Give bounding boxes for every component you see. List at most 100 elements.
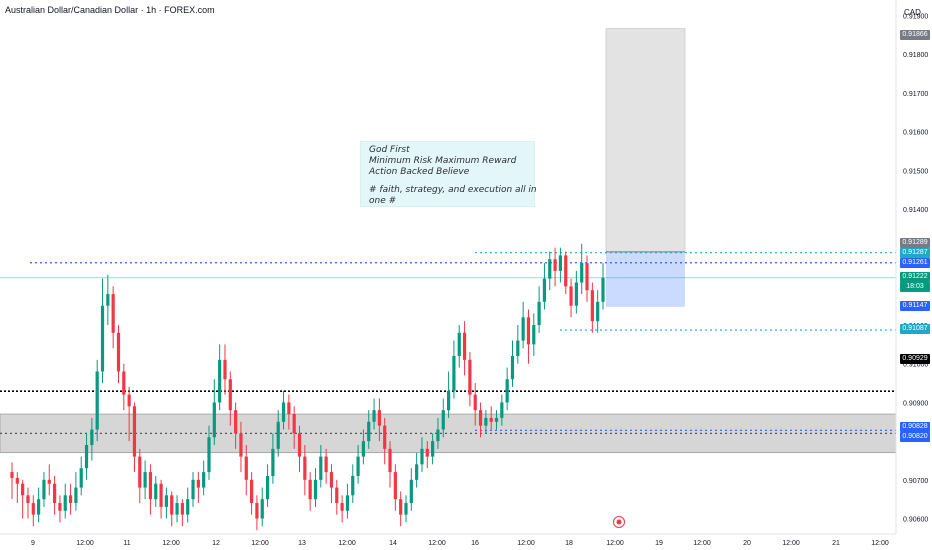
candle — [494, 410, 499, 430]
candle-body — [180, 503, 184, 515]
candle — [90, 417, 94, 461]
candle-body — [441, 410, 445, 430]
candle — [218, 344, 222, 411]
candle-body — [361, 441, 366, 457]
candle — [260, 487, 264, 527]
candle-body — [52, 483, 57, 504]
candle-body — [249, 479, 254, 504]
candle-body — [452, 356, 456, 391]
x-tick-label: 9 — [31, 540, 35, 547]
candle — [116, 325, 121, 384]
candle — [510, 340, 515, 387]
y-tick-label: 0.91800 — [903, 52, 928, 59]
price-tag: 0.91287 — [900, 248, 930, 258]
candle — [436, 417, 440, 449]
y-tick-label: 0.91600 — [903, 130, 928, 137]
candle — [585, 255, 589, 302]
candle — [478, 402, 483, 438]
candle-body — [505, 379, 509, 403]
candle — [106, 274, 110, 326]
candle-body — [100, 305, 105, 372]
candle-body — [244, 456, 248, 480]
candles-layer — [10, 243, 605, 531]
candle-body — [287, 402, 291, 415]
y-tick-label: 0.90900 — [903, 400, 928, 407]
candle — [212, 379, 216, 445]
candle — [244, 445, 248, 496]
candle-body — [223, 359, 227, 380]
candle-body — [132, 406, 137, 457]
x-tick-label: 19 — [655, 540, 663, 547]
currency-label: CAD — [904, 8, 921, 17]
candle — [111, 286, 115, 349]
candle-body — [202, 472, 206, 488]
candle — [399, 491, 403, 527]
candle-body — [478, 410, 483, 426]
candle — [271, 433, 275, 484]
candle-body — [58, 503, 62, 511]
candle-body — [255, 503, 259, 519]
candle-body — [68, 495, 73, 504]
candle-body — [324, 456, 328, 473]
note-line: # faith, strategy, and execution all in — [369, 185, 537, 195]
x-tick-label: 12:00 — [693, 540, 711, 547]
candle — [500, 394, 504, 426]
candle-body — [10, 472, 14, 478]
candle-body — [516, 340, 520, 356]
x-tick-label: 12:00 — [162, 540, 180, 547]
candle — [313, 468, 318, 507]
event-marker-icon[interactable] — [613, 516, 625, 528]
candle-body — [31, 503, 35, 515]
position-tool-layer[interactable] — [605, 28, 686, 307]
candle-body — [186, 499, 190, 515]
x-tick-label: 14 — [389, 540, 397, 547]
candle-body — [303, 456, 307, 480]
candle — [52, 475, 57, 515]
annotation-note[interactable]: God First Minimum Risk Maximum Reward Ac… — [360, 141, 537, 207]
candle — [425, 441, 429, 469]
candle-body — [548, 259, 552, 279]
candle — [580, 243, 584, 295]
candle — [516, 325, 520, 364]
note-line: Minimum Risk Maximum Reward — [369, 156, 517, 166]
candle — [84, 433, 89, 480]
candle — [58, 495, 62, 523]
candle-body — [170, 495, 174, 515]
candle-body — [143, 472, 147, 488]
candle — [383, 417, 387, 465]
price-tag: 0.91261 — [900, 258, 930, 268]
candle — [420, 437, 424, 473]
price-tag: 0.91289 — [900, 238, 930, 248]
candle — [74, 472, 78, 511]
candle-body — [297, 433, 302, 457]
x-tick-label: 12:00 — [76, 540, 94, 547]
candle — [68, 483, 73, 515]
time-axis[interactable]: 9 12:00 11 12:00 12 12:00 13 12:00 14 12:00 16 12:0… — [31, 540, 889, 547]
candle — [132, 402, 137, 473]
candle-body — [218, 359, 222, 403]
y-tick-label: 0.91500 — [903, 168, 928, 175]
candle-body — [47, 479, 51, 484]
candle — [596, 290, 600, 333]
x-tick-label: 13 — [298, 540, 306, 547]
candle — [234, 402, 238, 449]
candle-body — [468, 359, 472, 395]
candle — [564, 251, 568, 295]
candle — [15, 472, 19, 504]
candle — [228, 371, 232, 426]
candle — [393, 464, 397, 511]
candle-body — [420, 448, 424, 465]
candle-body — [446, 390, 451, 411]
candle — [361, 429, 366, 465]
candle — [329, 464, 334, 504]
x-tick-label: 20 — [743, 540, 751, 547]
price-axis[interactable]: 0.91900 0.91800 0.91700 0.91600 0.91500 0.914… — [903, 13, 928, 523]
target-zone — [605, 28, 686, 253]
candle-body — [601, 277, 605, 302]
x-tick-label: 12 — [212, 540, 220, 547]
candle — [265, 464, 270, 507]
price-tag: 0.91087 — [900, 324, 930, 334]
candle-body — [345, 495, 350, 511]
candle — [457, 325, 461, 368]
